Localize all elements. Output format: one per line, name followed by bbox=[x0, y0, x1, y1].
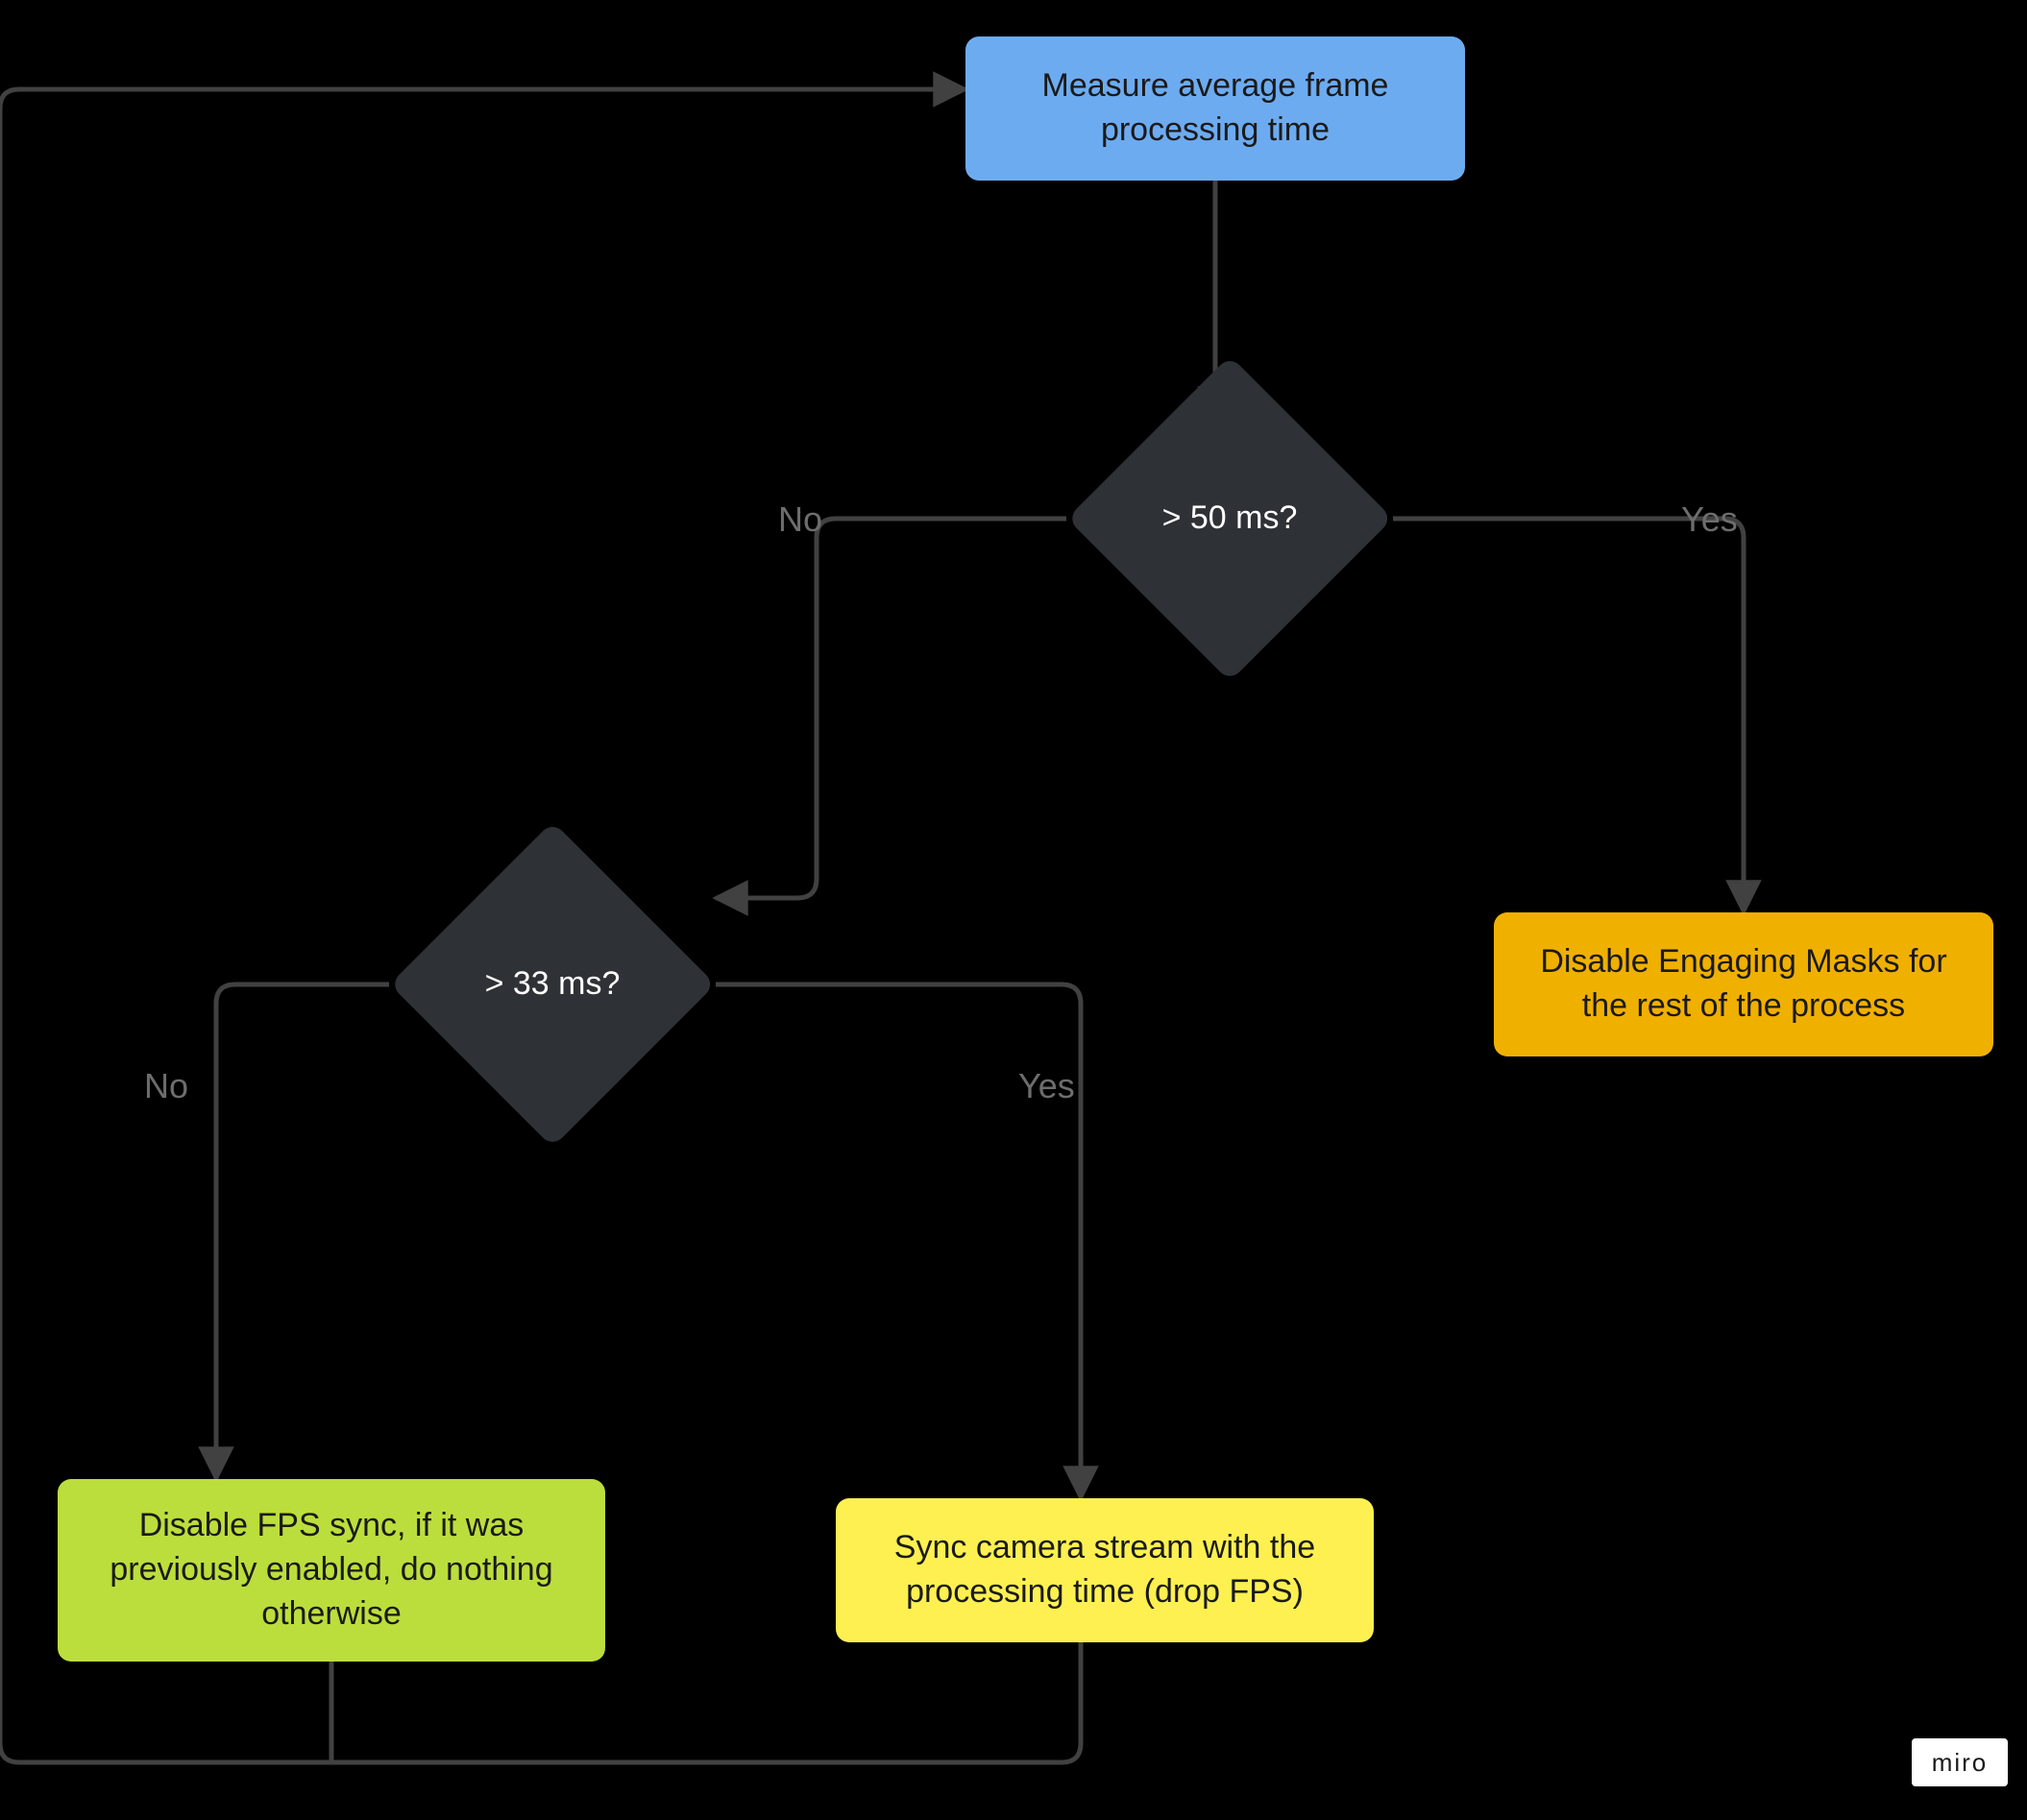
node-label: > 50 ms? bbox=[1162, 497, 1298, 541]
watermark-text: miro bbox=[1932, 1748, 1989, 1778]
node-label: Measure average frameprocessing time bbox=[1042, 64, 1389, 153]
node-sync-camera: Sync camera stream with theprocessing ti… bbox=[836, 1498, 1374, 1642]
node-measure-frame-time: Measure average frameprocessing time bbox=[965, 36, 1465, 181]
node-disable-fps-sync: Disable FPS sync, if it waspreviously en… bbox=[58, 1479, 605, 1662]
flowchart-canvas: Measure average frameprocessing time > 5… bbox=[0, 0, 2027, 1820]
node-decision-33ms: > 33 ms? bbox=[389, 821, 716, 1148]
miro-watermark: miro bbox=[1912, 1738, 2008, 1786]
node-label: > 33 ms? bbox=[485, 962, 621, 1007]
node-decision-50ms: > 50 ms? bbox=[1066, 355, 1393, 682]
edge-label-no-1: No bbox=[778, 499, 822, 540]
node-label: Disable Engaging Masks forthe rest of th… bbox=[1540, 940, 1946, 1029]
node-disable-masks: Disable Engaging Masks forthe rest of th… bbox=[1494, 912, 1993, 1056]
node-label: Sync camera stream with theprocessing ti… bbox=[894, 1526, 1315, 1614]
edge-label-no-2: No bbox=[144, 1066, 188, 1106]
edge-label-yes-2: Yes bbox=[1018, 1066, 1075, 1106]
edge-label-yes-1: Yes bbox=[1681, 499, 1738, 540]
node-label: Disable FPS sync, if it waspreviously en… bbox=[110, 1504, 552, 1637]
